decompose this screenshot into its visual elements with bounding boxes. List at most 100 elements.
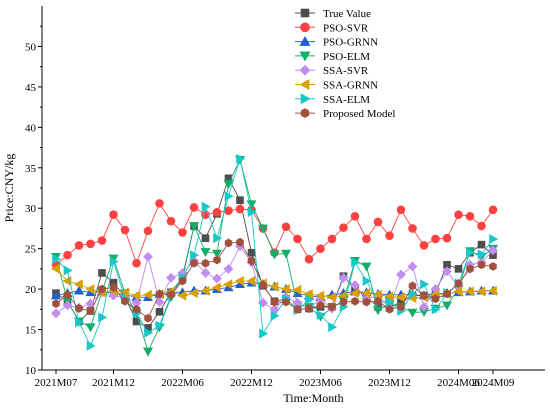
data-point <box>119 287 129 298</box>
data-point <box>315 290 325 301</box>
data-point <box>178 228 187 237</box>
data-point <box>223 180 234 190</box>
data-point <box>443 289 451 299</box>
data-point <box>465 212 475 221</box>
data-point <box>236 196 244 204</box>
data-point <box>109 256 119 267</box>
data-point <box>477 260 486 270</box>
data-point <box>419 301 429 312</box>
legend-marker <box>299 64 311 76</box>
data-point <box>431 294 440 304</box>
data-point <box>142 347 154 357</box>
data-point <box>236 237 244 247</box>
data-point <box>178 276 187 286</box>
data-point <box>132 258 141 268</box>
data-point <box>385 304 394 314</box>
data-point <box>477 240 486 249</box>
data-point <box>86 340 96 351</box>
data-point <box>431 234 440 244</box>
series-layer <box>50 153 499 357</box>
data-point <box>144 313 152 323</box>
data-point <box>50 263 60 274</box>
data-point <box>361 262 372 272</box>
data-point <box>408 288 418 299</box>
data-point <box>293 234 302 244</box>
x-tick-label: 2024M06 <box>437 377 480 389</box>
data-point <box>305 304 313 313</box>
data-point <box>442 266 452 277</box>
data-point <box>257 224 269 234</box>
data-point <box>328 302 336 312</box>
data-point <box>223 263 234 274</box>
data-point <box>224 191 234 202</box>
data-point <box>419 241 429 250</box>
data-point <box>282 297 290 307</box>
data-point <box>63 290 72 300</box>
data-point <box>431 304 441 315</box>
data-point <box>326 292 336 303</box>
data-point <box>362 297 371 307</box>
data-point <box>407 308 418 318</box>
data-point <box>488 205 498 215</box>
data-point <box>372 289 382 300</box>
data-point <box>75 304 83 313</box>
legend-label: PSO-GRNN <box>323 37 378 49</box>
legend-label: SSA-GRNN <box>323 80 378 92</box>
data-point <box>98 269 106 277</box>
data-point <box>304 254 314 264</box>
data-point <box>362 234 371 244</box>
legend-marker <box>299 51 311 62</box>
data-point <box>489 262 497 271</box>
data-point <box>328 322 338 333</box>
data-point <box>396 269 406 280</box>
legend-item: True Value <box>295 8 371 20</box>
data-point <box>269 281 279 292</box>
data-point <box>109 210 118 219</box>
legend-marker <box>300 22 310 33</box>
data-point <box>212 273 222 284</box>
data-point <box>201 258 210 268</box>
data-point <box>143 251 153 262</box>
data-point <box>385 297 395 308</box>
data-point <box>339 223 348 232</box>
data-point <box>246 276 256 287</box>
data-point <box>190 258 198 268</box>
data-point <box>211 249 223 259</box>
data-point <box>350 280 360 290</box>
y-tick-label: 30 <box>25 203 37 215</box>
data-point <box>131 290 141 301</box>
legend-item: PSO-ELM <box>295 51 370 63</box>
data-point <box>441 301 453 311</box>
data-point <box>51 308 61 319</box>
data-point <box>280 284 290 295</box>
data-point <box>166 272 176 283</box>
legend-item: PSO-GRNN <box>295 35 378 49</box>
data-point <box>200 268 211 278</box>
data-point <box>316 244 325 253</box>
legend-marker <box>300 93 311 105</box>
data-point <box>339 297 348 307</box>
data-point <box>52 299 60 309</box>
data-point <box>476 286 486 297</box>
legend-label: PSO-SVR <box>323 22 369 34</box>
legend-item: PSO-SVR <box>295 22 369 34</box>
data-point <box>488 245 498 256</box>
legend-item: Proposed Model <box>295 108 395 120</box>
data-point <box>407 261 418 272</box>
legend-label: PSO-ELM <box>323 51 370 63</box>
data-point <box>73 285 85 295</box>
data-point <box>293 304 302 314</box>
data-point <box>85 323 96 333</box>
legend-label: SSA-SVR <box>323 65 369 77</box>
data-point <box>420 279 430 290</box>
y-tick-label: 40 <box>25 122 37 134</box>
legend: True Value PSO-SVR PSO-GRNN PSO-ELM SSA-SVR S… <box>295 8 395 120</box>
data-point <box>74 241 84 250</box>
data-point <box>420 291 428 300</box>
data-point <box>384 291 394 302</box>
series-proposed-model <box>52 237 497 323</box>
data-point <box>247 207 257 218</box>
data-point <box>442 233 452 243</box>
data-point <box>201 201 211 212</box>
